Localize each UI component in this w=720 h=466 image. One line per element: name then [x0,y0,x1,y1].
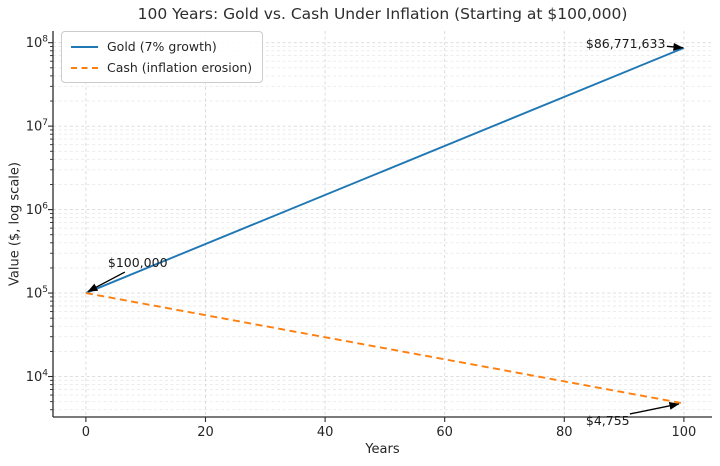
annotation-arrows [87,42,684,415]
svg-text:105: 105 [26,285,48,302]
x-ticks-major [85,417,685,422]
svg-text:106: 106 [26,202,49,219]
x-grid-major [85,31,685,417]
svg-text:104: 104 [26,369,49,386]
y-grid-minor [53,46,712,411]
chart-title: 100 Years: Gold vs. Cash Under Inflation… [137,5,628,23]
legend-entry-cash: Cash (inflation erosion) [71,59,252,76]
svg-text:20: 20 [197,425,214,440]
y-ticks-major [48,42,53,378]
axis-spines [52,31,712,418]
svg-text:80: 80 [556,425,573,440]
cash-line-sample-icon [71,66,98,69]
svg-text:40: 40 [317,425,334,440]
svg-text:60: 60 [436,425,453,440]
y-axis-label: Value ($, log scale) [7,162,23,286]
svg-text:100: 100 [671,425,696,440]
legend: Gold (7% growth) Cash (inflation erosion… [61,31,264,83]
svg-text:107: 107 [26,118,48,135]
y-tick-labels: 104 105 106 107 108 [26,35,49,385]
annotation-start-value: $100,000 [107,255,168,271]
legend-label-cash: Cash (inflation erosion) [107,60,253,75]
annotation-cash-end-value: $4,755 [585,413,630,429]
cash-line [85,292,685,405]
gold-line-sample-icon [71,45,98,48]
x-tick-labels: 0 20 40 60 80 100 [82,425,697,440]
legend-entry-gold: Gold (7% growth) [71,38,252,55]
gold-line [85,46,685,294]
svg-text:0: 0 [82,425,90,440]
svg-text:108: 108 [26,35,49,52]
y-grid-major [53,42,712,377]
legend-label-gold: Gold (7% growth) [107,39,217,54]
x-axis-label: Years [365,442,400,457]
annotation-gold-end-value: $86,771,633 [585,35,666,51]
